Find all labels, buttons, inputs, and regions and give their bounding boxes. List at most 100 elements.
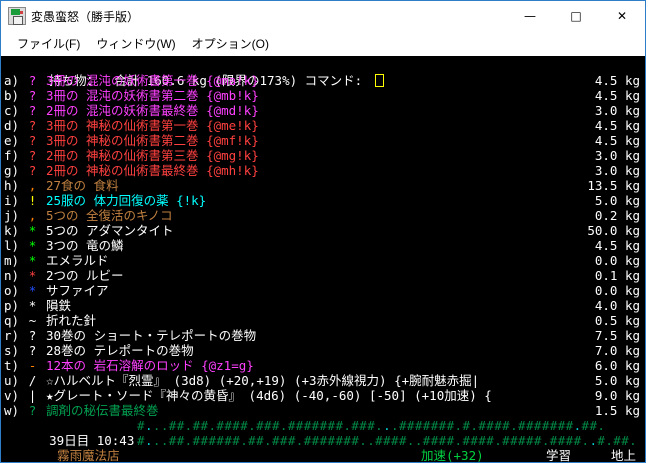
inventory-item-f: f)? 2冊の 神秘の仙術書第三巻 {@mg!k} 3.0 kg xyxy=(1,148,645,163)
inventory-item-h: h), 27食の 食料 13.5 kg xyxy=(1,178,645,193)
maximize-button[interactable]: □ xyxy=(570,9,582,23)
item-letter: d) xyxy=(4,118,20,133)
item-description: ★グレート・ソード『神々の黄昏』 (4d6) (-40,-60) [-50] (… xyxy=(46,388,492,403)
inventory-item-n: n) * 2つの ルビー 0.1 kg xyxy=(1,268,645,283)
item-symbol-icon: ? xyxy=(28,148,37,163)
item-symbol-icon: ? xyxy=(28,73,37,88)
item-letter: c) xyxy=(4,103,20,118)
inventory-item-j: j), 5つの 全復活のキノコ 0.2 kg xyxy=(1,208,645,223)
item-description: 2冊の 混沌の妖術書最終巻 {@md!k} xyxy=(46,103,259,118)
item-description: 25服の 体力回復の薬 {!k} xyxy=(46,193,207,208)
item-symbol-icon: ? xyxy=(28,328,37,343)
item-letter: m) xyxy=(4,253,20,268)
app-icon-pixel xyxy=(13,16,23,25)
item-letter: e) xyxy=(4,133,20,148)
item-description: 隕鉄 xyxy=(46,298,72,313)
game-terminal[interactable]: 持ち物： 合計 160.6 kg (限界の173%) コマンド: a)? 3冊の … xyxy=(1,56,645,462)
inventory-item-o: o) * サファイア 0.0 kg xyxy=(1,283,645,298)
titlebar[interactable]: 変愚蛮怒（勝手版） — □ ✕ xyxy=(1,1,645,31)
menu-item-file[interactable]: ファイル(F) xyxy=(17,37,81,51)
inventory-item-d: d)? 3冊の 神秘の仙術書第一巻 {@me!k} 4.5 kg xyxy=(1,118,645,133)
item-weight: 4.5 kg xyxy=(594,88,640,103)
learning-indicator: 学習 xyxy=(546,448,572,463)
item-symbol-icon: / xyxy=(28,373,37,388)
menu-bar: ファイル(F) ウィンドウ(W) オプション(O) xyxy=(1,31,645,56)
item-symbol-icon: ? xyxy=(28,163,37,178)
item-description: ☆ハルベルト『烈霊』 (3d8) (+20,+19) (+3赤外線視力) {+腕… xyxy=(46,373,480,388)
item-weight: 5.0 kg xyxy=(594,373,640,388)
item-symbol-icon: | xyxy=(28,388,37,403)
item-description: 3冊の 混沌の妖術書第二巻 {@mb!k} xyxy=(46,88,259,103)
item-letter: a) xyxy=(4,73,20,88)
inventory-list: a)? 3冊の 混沌の妖術書第一巻 {@ma!k} 4.5 kg b)? 3冊の 混沌の… xyxy=(1,73,645,418)
app-icon-pixel xyxy=(20,11,23,14)
item-symbol-icon: * xyxy=(28,283,37,298)
inventory-item-c: c)? 2冊の 混沌の妖術書最終巻 {@md!k} 3.0 kg xyxy=(1,103,645,118)
inventory-item-e: e)? 3冊の 神秘の仙術書第二巻 {@mf!k} 4.5 kg xyxy=(1,133,645,148)
item-weight: 4.5 kg xyxy=(594,238,640,253)
window-title: 変愚蛮怒（勝手版） xyxy=(31,9,140,24)
item-letter: o) xyxy=(4,283,20,298)
inventory-item-m: m) * エメラルド 0.0 kg xyxy=(1,253,645,268)
item-description: 3つの 竜の鱗 xyxy=(46,238,124,253)
item-letter: w) xyxy=(4,403,20,418)
item-letter: j) xyxy=(4,208,20,223)
item-description: サファイア xyxy=(46,283,109,298)
item-weight: 3.0 kg xyxy=(594,148,640,163)
menu-item-options[interactable]: オプション(O) xyxy=(191,37,269,51)
item-letter: i) xyxy=(4,193,20,208)
item-weight: 9.0 kg xyxy=(594,388,640,403)
inventory-item-t: t) -12本の 岩石溶解のロッド {@z1=g} 6.0 kg xyxy=(1,358,645,373)
item-weight: 0.0 kg xyxy=(594,253,640,268)
item-letter: g) xyxy=(4,163,20,178)
item-symbol-icon: ~ xyxy=(28,313,37,328)
item-description: 30巻の ショート・テレポートの巻物 xyxy=(46,328,257,343)
item-description: 5つの アダマンタイト xyxy=(46,223,174,238)
item-letter: b) xyxy=(4,88,20,103)
inventory-item-p: p) * 隕鉄 4.0 kg xyxy=(1,298,645,313)
item-symbol-icon: * xyxy=(28,268,37,283)
item-description: 3冊の 神秘の仙術書第二巻 {@mf!k} xyxy=(46,133,259,148)
item-weight: 0.5 kg xyxy=(594,313,640,328)
item-weight: 4.5 kg xyxy=(594,73,640,88)
item-description: 2冊の 神秘の仙術書第三巻 {@mg!k} xyxy=(46,148,259,163)
item-letter: v) xyxy=(4,388,20,403)
inventory-header: 持ち物： 合計 160.6 kg (限界の173%) コマンド: xyxy=(1,58,645,88)
item-letter: f) xyxy=(4,148,20,163)
item-letter: s) xyxy=(4,343,20,358)
inventory-item-s: s)? 28巻の テレポートの巻物 7.0 kg xyxy=(1,343,645,358)
item-description: 調剤の秘伝書最終巻 xyxy=(46,403,159,418)
item-letter: q) xyxy=(4,313,20,328)
menu-item-window[interactable]: ウィンドウ(W) xyxy=(96,37,176,51)
close-button[interactable]: ✕ xyxy=(616,9,628,23)
item-symbol-icon: , xyxy=(28,208,37,223)
item-weight: 4.5 kg xyxy=(594,133,640,148)
inventory-item-a: a)? 3冊の 混沌の妖術書第一巻 {@ma!k} 4.5 kg xyxy=(1,73,645,88)
item-letter: l) xyxy=(4,238,20,253)
item-symbol-icon: * xyxy=(28,253,37,268)
item-weight: 0.0 kg xyxy=(594,283,640,298)
item-symbol-icon: * xyxy=(28,298,37,313)
inventory-item-l: l) * 3つの 竜の鱗 4.5 kg xyxy=(1,238,645,253)
minimize-button[interactable]: — xyxy=(524,9,536,23)
item-symbol-icon: ! xyxy=(28,193,37,208)
item-description: 2冊の 神秘の仙術書最終巻 {@mh!k} xyxy=(46,163,259,178)
item-description: 3冊の 混沌の妖術書第一巻 {@ma!k} xyxy=(46,73,259,88)
status-bar: 加速(+32) 学習 地上 xyxy=(1,448,645,463)
item-weight: 13.5 kg xyxy=(587,178,640,193)
location-label: 霧雨魔法店 xyxy=(57,448,120,463)
item-symbol-icon: * xyxy=(28,238,37,253)
app-icon-pixel xyxy=(11,9,20,15)
inventory-item-k: k) * 5つの アダマンタイト 50.0 kg xyxy=(1,223,645,238)
item-weight: 1.5 kg xyxy=(594,403,640,418)
item-symbol-icon: ? xyxy=(28,133,37,148)
item-description: 3冊の 神秘の仙術書第一巻 {@me!k} xyxy=(46,118,259,133)
inventory-item-u: u) / ☆ハルベルト『烈霊』 (3d8) (+20,+19) (+3赤外線視力) … xyxy=(1,373,645,388)
item-description: 2つの ルビー xyxy=(46,268,124,283)
item-symbol-icon: ? xyxy=(28,88,37,103)
map-row: #...##.##.####.###.#######.###...#######… xyxy=(137,418,606,433)
item-symbol-icon: * xyxy=(28,223,37,238)
item-symbol-icon: ? xyxy=(28,118,37,133)
item-weight: 7.5 kg xyxy=(594,328,640,343)
